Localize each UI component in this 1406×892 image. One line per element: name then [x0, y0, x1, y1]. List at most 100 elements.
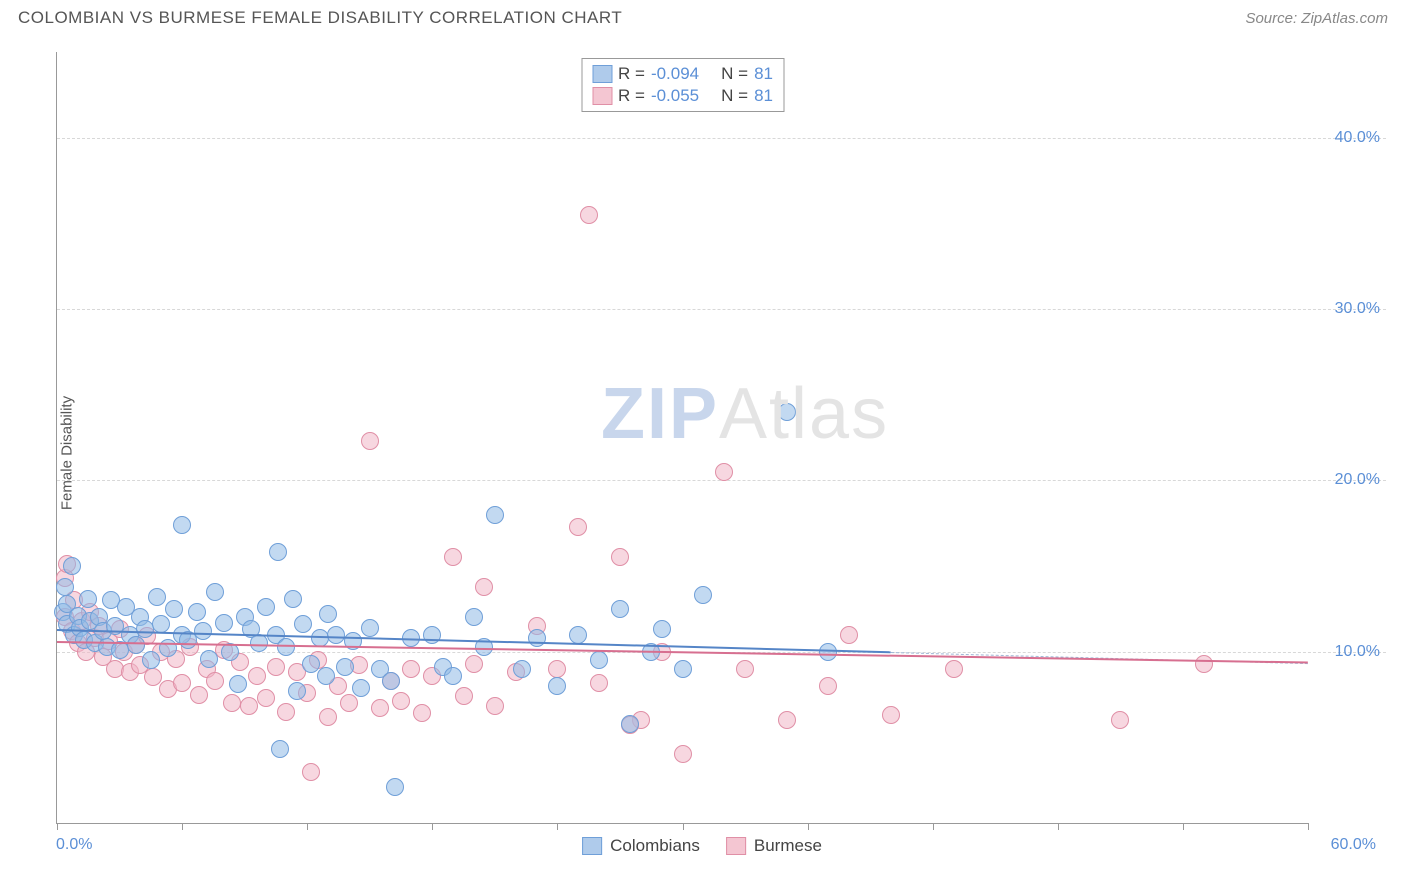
swatch-icon — [582, 837, 602, 855]
scatter-point — [165, 600, 183, 618]
scatter-point — [402, 660, 420, 678]
scatter-point — [674, 745, 692, 763]
header: COLOMBIAN VS BURMESE FEMALE DISABILITY C… — [0, 0, 1406, 42]
x-tick — [557, 823, 558, 830]
scatter-point — [240, 697, 258, 715]
r-label: R = — [618, 64, 645, 84]
watermark-zip: ZIP — [601, 374, 719, 454]
n-label: N = — [721, 64, 748, 84]
n-value: 81 — [754, 64, 773, 84]
source-attribution: Source: ZipAtlas.com — [1245, 10, 1388, 27]
scatter-point — [250, 634, 268, 652]
y-tick-label: 10.0% — [1335, 643, 1380, 661]
scatter-point — [317, 667, 335, 685]
scatter-point — [945, 660, 963, 678]
scatter-point — [444, 548, 462, 566]
x-axis-min-label: 0.0% — [56, 836, 92, 854]
scatter-point — [513, 660, 531, 678]
swatch-icon — [592, 65, 612, 83]
scatter-point — [271, 740, 289, 758]
series-label: Colombians — [610, 836, 700, 856]
scatter-point — [736, 660, 754, 678]
x-tick — [933, 823, 934, 830]
series-label: Burmese — [754, 836, 822, 856]
scatter-point — [257, 689, 275, 707]
scatter-point — [819, 677, 837, 695]
x-tick — [1058, 823, 1059, 830]
x-tick — [1183, 823, 1184, 830]
x-tick — [307, 823, 308, 830]
x-tick — [1308, 823, 1309, 830]
scatter-point — [611, 548, 629, 566]
scatter-point — [392, 692, 410, 710]
x-tick — [432, 823, 433, 830]
scatter-point — [127, 636, 145, 654]
r-label: R = — [618, 86, 645, 106]
watermark-atlas: Atlas — [719, 374, 889, 454]
scatter-point — [569, 518, 587, 536]
scatter-point — [229, 675, 247, 693]
scatter-point — [200, 650, 218, 668]
scatter-point — [548, 660, 566, 678]
scatter-point — [580, 206, 598, 224]
series-legend-item: Burmese — [726, 836, 822, 856]
scatter-point — [277, 703, 295, 721]
scatter-point — [548, 677, 566, 695]
swatch-icon — [592, 87, 612, 105]
scatter-point — [475, 578, 493, 596]
scatter-point — [257, 598, 275, 616]
scatter-point — [486, 506, 504, 524]
x-tick — [182, 823, 183, 830]
y-tick-label: 20.0% — [1335, 471, 1380, 489]
scatter-point — [215, 614, 233, 632]
scatter-point — [528, 629, 546, 647]
scatter-point — [778, 711, 796, 729]
scatter-point — [206, 672, 224, 690]
scatter-point — [371, 699, 389, 717]
scatter-point — [486, 697, 504, 715]
scatter-point — [173, 516, 191, 534]
watermark: ZIPAtlas — [601, 373, 889, 455]
x-axis-max-label: 60.0% — [1331, 836, 1376, 854]
scatter-point — [778, 403, 796, 421]
scatter-point — [653, 620, 671, 638]
scatter-point — [413, 704, 431, 722]
scatter-point — [352, 679, 370, 697]
scatter-point — [327, 626, 345, 644]
scatter-point — [361, 432, 379, 450]
scatter-point — [206, 583, 224, 601]
n-value: 81 — [754, 86, 773, 106]
scatter-point — [142, 651, 160, 669]
series-legend-item: Colombians — [582, 836, 700, 856]
scatter-point — [882, 706, 900, 724]
scatter-point — [621, 715, 639, 733]
scatter-point — [361, 619, 379, 637]
correlation-legend-row: R = -0.055 N = 81 — [592, 85, 773, 107]
scatter-point — [173, 674, 191, 692]
scatter-point — [694, 586, 712, 604]
scatter-point — [611, 600, 629, 618]
scatter-point — [1195, 655, 1213, 673]
scatter-point — [194, 622, 212, 640]
scatter-point — [294, 615, 312, 633]
correlation-legend: R = -0.094 N = 81 R = -0.055 N = 81 — [581, 58, 784, 112]
scatter-point — [284, 590, 302, 608]
scatter-point — [136, 620, 154, 638]
scatter-point — [340, 694, 358, 712]
scatter-point — [465, 608, 483, 626]
scatter-point — [302, 763, 320, 781]
scatter-point — [674, 660, 692, 678]
scatter-point — [590, 651, 608, 669]
gridline — [57, 309, 1386, 310]
scatter-point — [319, 708, 337, 726]
r-value: -0.055 — [651, 86, 699, 106]
scatter-point — [382, 672, 400, 690]
scatter-point — [715, 463, 733, 481]
scatter-point — [269, 543, 287, 561]
scatter-point — [465, 655, 483, 673]
n-label: N = — [721, 86, 748, 106]
scatter-point — [188, 603, 206, 621]
scatter-point — [455, 687, 473, 705]
x-tick — [57, 823, 58, 830]
swatch-icon — [726, 837, 746, 855]
